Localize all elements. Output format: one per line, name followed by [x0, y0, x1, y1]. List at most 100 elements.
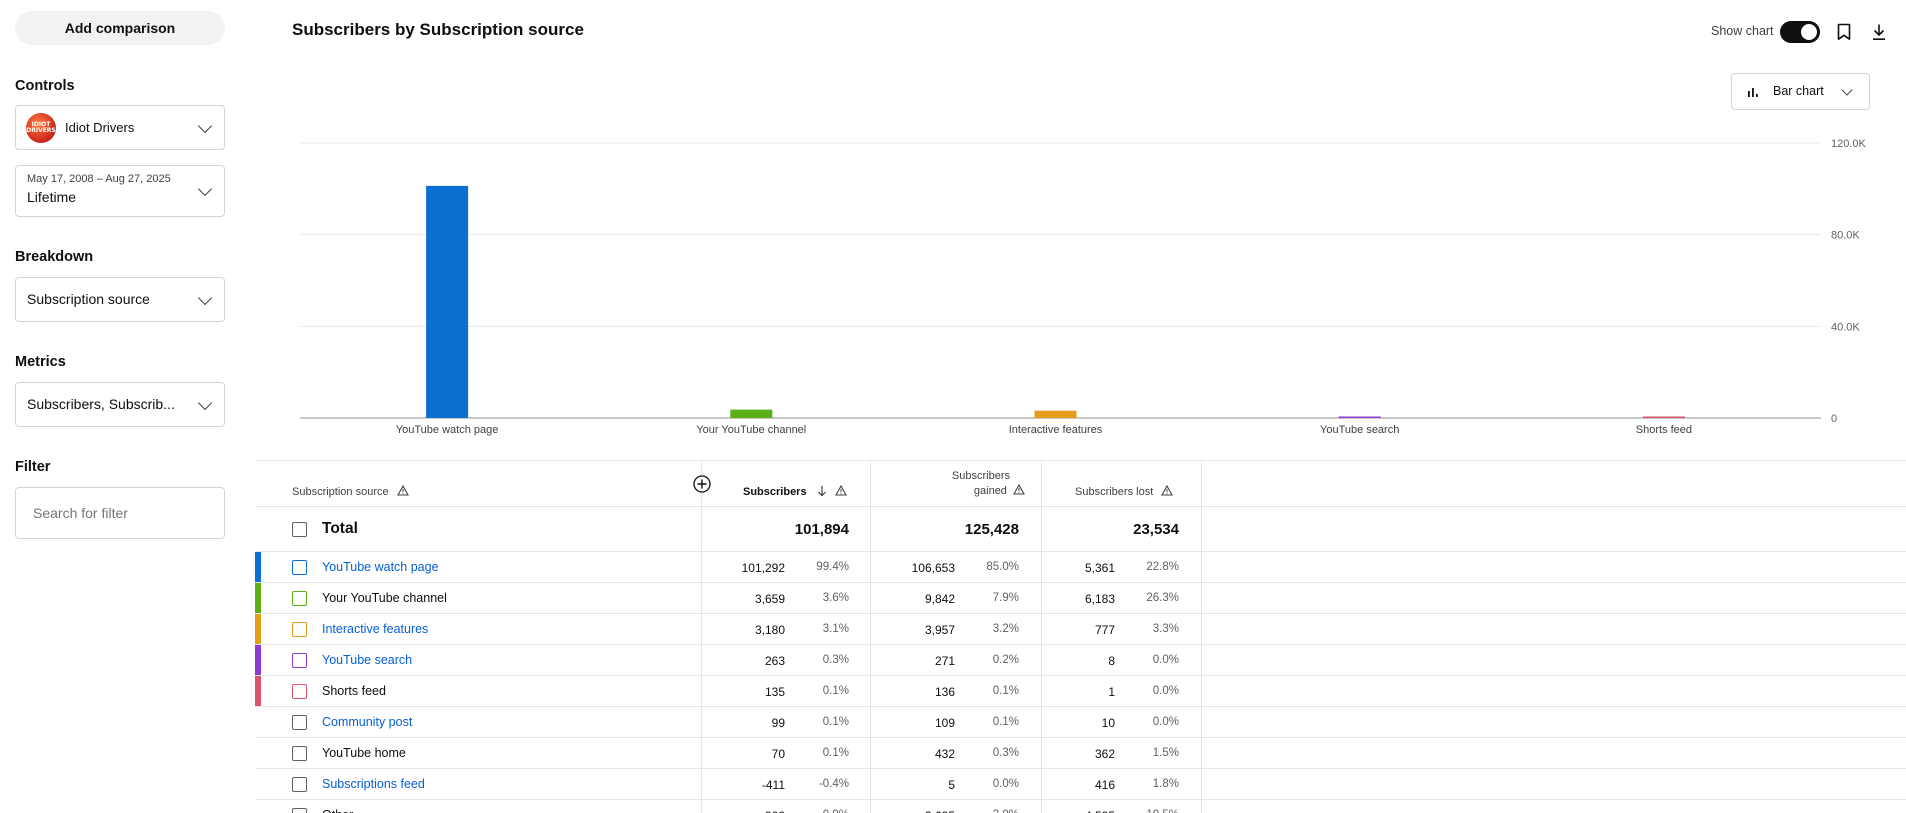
sidebar: Add comparison Controls IDIOT DRIVERS Id…: [0, 0, 240, 813]
row-gained-value: 109: [934, 716, 955, 730]
row-gained-percent: 0.0%: [992, 778, 1019, 790]
column-header-gained-line1: Subscribers: [951, 470, 1010, 482]
column-divider: [701, 461, 702, 813]
chart-bar: [1338, 416, 1381, 418]
y-tick-label: 120.0K: [1831, 138, 1867, 150]
bar-chart-icon: [1748, 88, 1758, 97]
date-range-selector[interactable]: May 17, 2008 – Aug 27, 2025 Lifetime: [15, 165, 225, 217]
channel-avatar: IDIOT DRIVERS: [26, 113, 56, 143]
x-tick-label: Shorts feed: [1636, 424, 1692, 436]
row-checkbox[interactable]: [292, 622, 307, 637]
total-subscribers: 101,894: [794, 521, 849, 538]
filter-heading: Filter: [15, 459, 51, 475]
row-subscribers-percent: 0.1%: [822, 716, 849, 728]
x-tick-label: YouTube search: [1320, 424, 1399, 436]
metrics-selector[interactable]: Subscribers, Subscrib...: [15, 382, 225, 427]
row-checkbox[interactable]: [292, 777, 307, 792]
channel-name: Idiot Drivers: [65, 120, 135, 135]
row-lost-percent: 0.0%: [1152, 716, 1179, 728]
row-subscribers-percent: 0.1%: [822, 685, 849, 697]
row-checkbox[interactable]: [292, 560, 307, 575]
row-checkbox[interactable]: [292, 808, 307, 813]
column-header-subscribers[interactable]: Subscribers: [743, 484, 847, 498]
download-icon[interactable]: [1868, 21, 1890, 43]
row-gained-value: 106,653: [911, 561, 955, 575]
row-lost-percent: 26.3%: [1146, 592, 1179, 604]
row-checkbox[interactable]: [292, 653, 307, 668]
chevron-down-icon: [197, 395, 213, 410]
row-gained-percent: 85.0%: [986, 561, 1019, 573]
warning-icon: [1161, 484, 1174, 496]
row-source-label: Other: [322, 808, 353, 813]
row-lost-percent: 0.0%: [1152, 654, 1179, 666]
breakdown-selector[interactable]: Subscription source: [15, 277, 225, 322]
row-source-label[interactable]: Community post: [322, 715, 413, 729]
row-source-label[interactable]: Interactive features: [322, 622, 429, 636]
row-subscribers-value: 99: [771, 716, 785, 730]
y-tick-label: 40.0K: [1831, 321, 1860, 333]
row-subscribers-value: 3,659: [754, 592, 785, 606]
row-gained-percent: 3.2%: [992, 623, 1019, 635]
row-gained-value: 3,957: [924, 623, 955, 637]
row-checkbox[interactable]: [292, 746, 307, 761]
chevron-down-icon: [197, 118, 213, 133]
chart-bar: [730, 409, 773, 418]
table-row: Subscriptions feed -411 -0.4% 5 0.0% 416 1.8%: [255, 769, 1906, 800]
row-subscribers-value: 101,292: [741, 561, 785, 575]
row-subscribers-percent: 99.4%: [816, 561, 849, 573]
channel-avatar-text: IDIOT DRIVERS: [26, 121, 56, 134]
chevron-down-icon: [1841, 83, 1853, 96]
column-header-subscribers-label: Subscribers: [743, 486, 807, 498]
filter-search-input[interactable]: [15, 487, 225, 539]
add-metric-icon[interactable]: [693, 475, 711, 493]
toggle-knob: [1801, 24, 1817, 40]
row-subscribers-percent: 3.1%: [822, 623, 849, 635]
warning-icon: [834, 484, 847, 496]
show-chart-toggle[interactable]: [1780, 21, 1820, 43]
row-lost-percent: 1.5%: [1152, 747, 1179, 759]
row-lost-value: 416: [1094, 778, 1115, 792]
row-subscribers-value: 900: [675, 809, 785, 813]
row-subscribers-value: 70: [771, 747, 785, 761]
column-header-lost[interactable]: Subscribers lost: [1075, 484, 1174, 498]
row-checkbox[interactable]: [292, 715, 307, 730]
row-lost-value: 777: [1094, 623, 1115, 637]
column-header-gained[interactable]: Subscribers gained: [935, 470, 1025, 497]
table-row: Shorts feed 135 0.1% 136 0.1% 1 0.0%: [255, 676, 1906, 707]
add-comparison-button[interactable]: Add comparison: [15, 11, 225, 45]
chevron-down-icon: [197, 290, 213, 305]
chart-bar: [1034, 410, 1077, 418]
row-checkbox[interactable]: [292, 684, 307, 699]
row-gained-value: 136: [934, 685, 955, 699]
row-subscribers-value: 263: [764, 654, 785, 668]
column-header-source[interactable]: Subscription source: [292, 484, 409, 498]
row-source-label[interactable]: Subscriptions feed: [322, 777, 425, 791]
chart-type-dropdown[interactable]: Bar chart: [1731, 73, 1870, 110]
row-subscribers-percent: -0.4%: [818, 778, 849, 790]
row-subscribers-value: 135: [764, 685, 785, 699]
row-gained-value: 9,842: [924, 592, 955, 606]
row-gained-percent: 7.9%: [992, 592, 1019, 604]
row-lost-value: 1: [1108, 685, 1115, 699]
chart-bar: [426, 185, 469, 418]
data-table: Subscription source Subscribers Subscrib…: [255, 460, 1906, 813]
row-gained-percent: 0.1%: [992, 685, 1019, 697]
bar-chart: 120.0K 80.0K 40.0K 0 YouTube watch page Your …: [300, 138, 1867, 436]
metrics-value: Subscribers, Subscrib...: [27, 396, 175, 412]
bookmark-icon[interactable]: [1833, 21, 1855, 43]
chart-type-label: Bar chart: [1773, 84, 1824, 98]
row-lost-value: 362: [1094, 747, 1115, 761]
row-source-label[interactable]: YouTube search: [322, 653, 413, 667]
metrics-heading: Metrics: [15, 354, 66, 370]
show-chart-label: Show chart: [1711, 24, 1774, 38]
total-checkbox[interactable]: [292, 522, 307, 537]
row-lost-value: 10: [1101, 716, 1115, 730]
row-source-label: Shorts feed: [322, 684, 386, 698]
row-checkbox[interactable]: [292, 591, 307, 606]
series-color-stripe: [255, 645, 261, 675]
row-source-label[interactable]: YouTube watch page: [322, 560, 439, 574]
channel-selector[interactable]: IDIOT DRIVERS Idiot Drivers: [15, 105, 225, 150]
series-color-stripe: [255, 614, 261, 644]
row-gained-value: 3,695: [845, 809, 955, 813]
row-subscribers-percent: 0.3%: [822, 654, 849, 666]
